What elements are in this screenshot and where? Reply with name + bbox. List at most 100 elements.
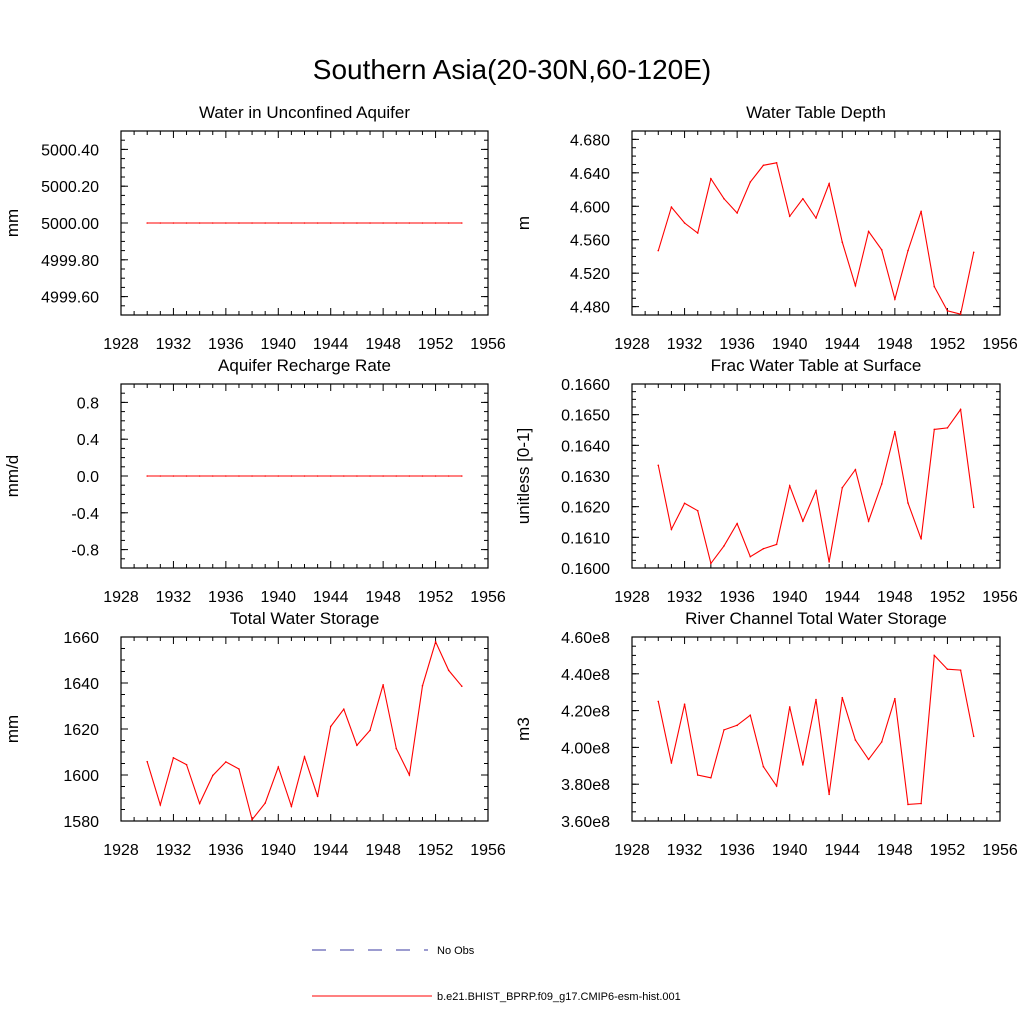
x-tick-label: 1932 bbox=[667, 842, 703, 859]
data-point bbox=[434, 475, 437, 477]
chart-panel-5: Total Water Storage 1928 1932 1936 1940 1944 1… bbox=[3, 609, 506, 859]
y-tick-label: 4.480 bbox=[570, 300, 610, 317]
legend-label-model: b.e21.BHIST_BPRP.f09_g17.CMIP6-esm-hist.… bbox=[437, 991, 681, 1003]
data-point bbox=[421, 684, 424, 687]
data-point bbox=[264, 222, 266, 224]
data-point bbox=[736, 522, 738, 525]
data-point bbox=[277, 475, 280, 477]
data-point bbox=[802, 764, 804, 766]
plot-frame bbox=[631, 130, 1001, 316]
x-tick-label: 1956 bbox=[982, 589, 1018, 606]
data-point bbox=[723, 729, 725, 731]
data-point bbox=[959, 669, 962, 671]
data-point bbox=[854, 739, 857, 741]
x-tick-label: 1928 bbox=[614, 336, 650, 353]
data-point bbox=[382, 222, 384, 224]
data-point bbox=[159, 804, 162, 806]
data-point bbox=[460, 222, 463, 224]
data-point bbox=[762, 765, 765, 768]
data-point bbox=[356, 744, 358, 747]
y-tick-label: 0.8 bbox=[77, 395, 99, 412]
data-point bbox=[683, 502, 686, 505]
y-tick-label: 4.600 bbox=[570, 199, 610, 216]
data-point bbox=[251, 475, 253, 477]
data-point bbox=[972, 735, 975, 738]
data-point bbox=[251, 222, 253, 224]
data-point bbox=[264, 475, 266, 477]
data-point bbox=[316, 795, 319, 798]
data-point bbox=[369, 475, 371, 477]
data-point bbox=[343, 222, 345, 224]
panel-title: Water in Unconfined Aquifer bbox=[199, 103, 410, 122]
y-tick-label: -0.8 bbox=[71, 543, 99, 560]
data-point bbox=[146, 760, 149, 763]
y-tick-label: 3.80e8 bbox=[561, 777, 610, 794]
x-tick-label: 1940 bbox=[260, 336, 296, 353]
x-tick-label: 1936 bbox=[719, 589, 755, 606]
data-point bbox=[408, 475, 411, 477]
y-axis-label: unitless [0-1] bbox=[514, 428, 533, 524]
data-point bbox=[867, 758, 870, 761]
panel-title: Total Water Storage bbox=[230, 609, 380, 628]
x-tick-label: 1944 bbox=[824, 336, 860, 353]
data-point bbox=[907, 502, 909, 504]
data-point bbox=[303, 222, 306, 224]
x-tick-label: 1932 bbox=[667, 336, 703, 353]
data-point bbox=[710, 177, 712, 180]
data-point bbox=[696, 232, 699, 234]
x-tick-label: 1952 bbox=[930, 336, 966, 353]
data-point bbox=[723, 197, 725, 200]
y-tick-label: 4.640 bbox=[570, 166, 610, 183]
data-point bbox=[290, 805, 293, 808]
data-point bbox=[329, 222, 332, 224]
data-point bbox=[185, 222, 188, 224]
series-line bbox=[146, 640, 463, 821]
y-tick-label: 4.40e8 bbox=[561, 667, 610, 684]
data-point bbox=[382, 684, 384, 686]
data-point bbox=[395, 222, 398, 224]
data-point bbox=[788, 485, 791, 487]
data-point bbox=[841, 241, 844, 244]
y-tick-label: 0.1610 bbox=[561, 530, 610, 547]
x-tick-label: 1944 bbox=[824, 842, 860, 859]
x-tick-label: 1952 bbox=[418, 589, 454, 606]
data-point bbox=[749, 555, 752, 558]
x-tick-label: 1952 bbox=[930, 842, 966, 859]
data-point bbox=[264, 802, 266, 804]
y-axis-label: mm/d bbox=[3, 455, 22, 498]
data-point bbox=[946, 310, 949, 312]
x-tick-label: 1952 bbox=[418, 842, 454, 859]
data-point bbox=[880, 741, 883, 743]
data-point bbox=[408, 774, 411, 776]
y-tick-label: 4.560 bbox=[570, 233, 610, 250]
data-point bbox=[696, 774, 699, 776]
data-point bbox=[894, 430, 896, 433]
x-tick-label: 1940 bbox=[772, 589, 808, 606]
x-tick-label: 1932 bbox=[156, 842, 192, 859]
data-point bbox=[198, 222, 201, 224]
data-point bbox=[159, 475, 162, 477]
x-tick-label: 1936 bbox=[719, 336, 755, 353]
y-tick-label: 0.1600 bbox=[561, 561, 610, 578]
data-point bbox=[434, 222, 437, 224]
data-point bbox=[933, 654, 936, 657]
data-point bbox=[421, 222, 424, 224]
y-tick-label: 1600 bbox=[63, 768, 99, 785]
data-point bbox=[290, 475, 293, 477]
x-tick-label: 1936 bbox=[208, 336, 244, 353]
data-point bbox=[434, 641, 437, 643]
y-tick-label: 0.1630 bbox=[561, 469, 610, 486]
data-point bbox=[172, 222, 175, 224]
data-point bbox=[329, 725, 332, 728]
x-tick-label: 1928 bbox=[614, 589, 650, 606]
data-point bbox=[316, 475, 319, 477]
legend: No Obs b.e21.BHIST_BPRP.f09_g17.CMIP6-esm… bbox=[312, 945, 681, 1003]
plot-frame bbox=[120, 636, 489, 822]
data-point bbox=[946, 427, 949, 429]
y-tick-label: 4.60e8 bbox=[561, 630, 610, 647]
x-tick-label: 1948 bbox=[877, 589, 913, 606]
data-point bbox=[211, 222, 214, 224]
data-point bbox=[867, 520, 870, 522]
data-point bbox=[762, 164, 765, 167]
data-point bbox=[185, 763, 188, 766]
